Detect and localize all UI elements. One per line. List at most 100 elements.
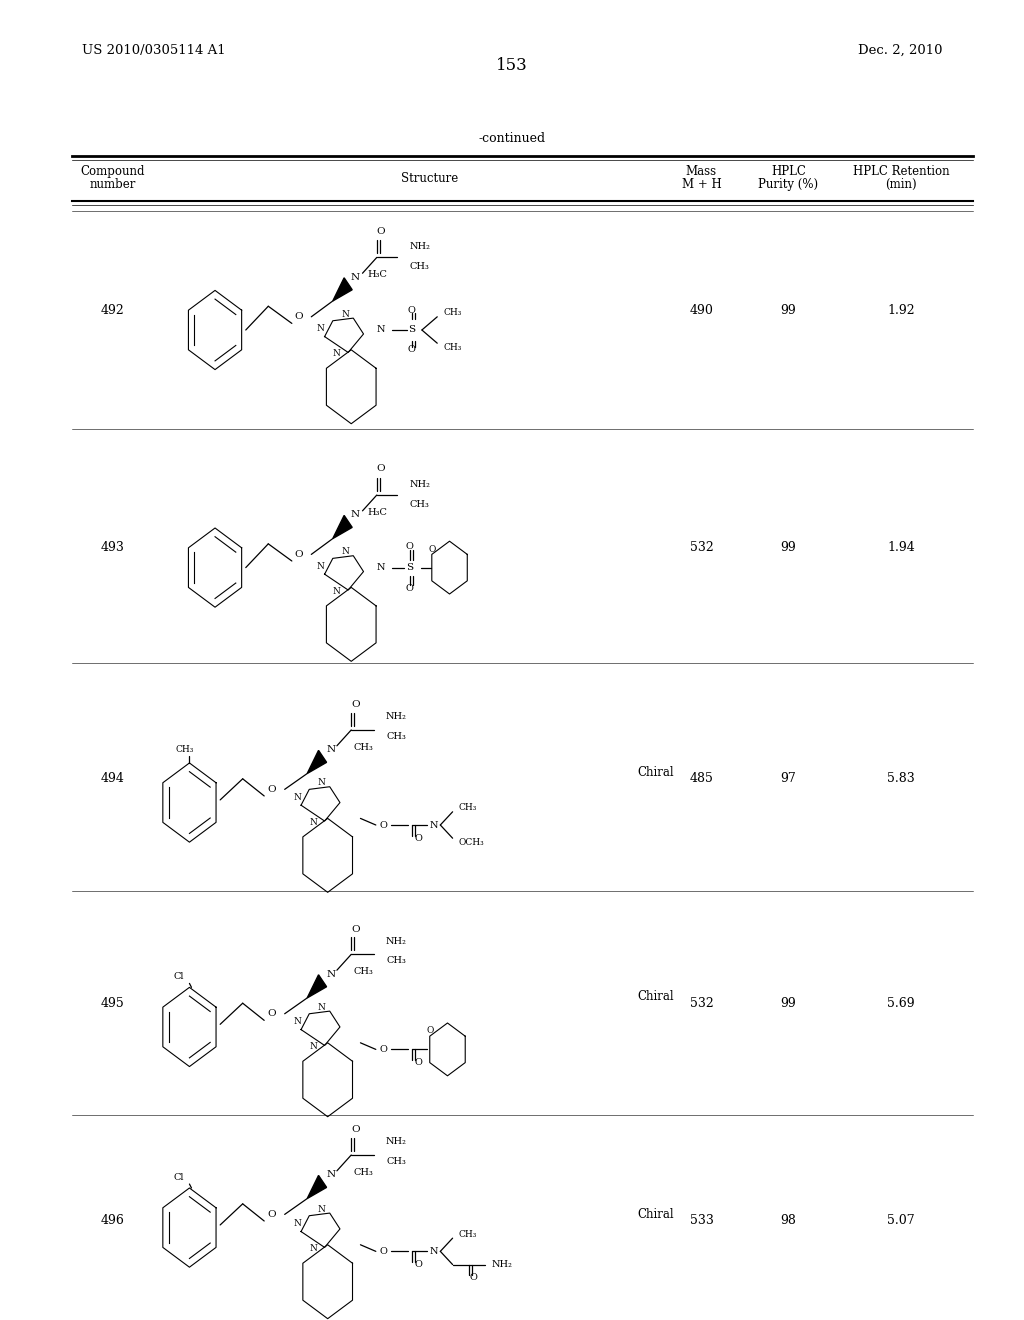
Text: N: N	[351, 511, 359, 519]
Text: O: O	[351, 1126, 359, 1134]
Text: O: O	[267, 1210, 275, 1218]
Text: N: N	[316, 325, 325, 333]
Polygon shape	[333, 515, 352, 539]
Text: CH₃: CH₃	[353, 968, 374, 975]
Text: N: N	[333, 350, 341, 358]
Text: N: N	[430, 821, 438, 829]
Polygon shape	[333, 277, 352, 301]
Text: OCH₃: OCH₃	[459, 838, 484, 846]
Text: 496: 496	[100, 1214, 125, 1228]
Text: H₃C: H₃C	[368, 508, 387, 516]
Text: CH₃: CH₃	[353, 1168, 374, 1176]
Text: 532: 532	[689, 997, 714, 1010]
Text: N: N	[309, 1043, 317, 1051]
Text: N: N	[293, 1018, 301, 1026]
Text: O: O	[406, 543, 414, 550]
Text: Chiral: Chiral	[637, 1208, 674, 1221]
Text: O: O	[415, 1059, 423, 1067]
Text: 97: 97	[780, 772, 797, 785]
Text: Cl: Cl	[174, 973, 184, 981]
Text: CH₃: CH₃	[386, 733, 406, 741]
Text: O: O	[426, 1027, 433, 1035]
Text: O: O	[377, 465, 385, 473]
Text: NH₂: NH₂	[386, 713, 407, 721]
Text: N: N	[333, 587, 341, 595]
Text: 532: 532	[689, 541, 714, 554]
Text: N: N	[317, 779, 326, 787]
Text: N: N	[327, 746, 335, 754]
Text: Chiral: Chiral	[637, 766, 674, 779]
Text: NH₂: NH₂	[492, 1261, 512, 1269]
Text: S: S	[407, 564, 413, 572]
Text: H₃C: H₃C	[368, 271, 387, 279]
Text: N: N	[377, 326, 385, 334]
Text: 5.83: 5.83	[887, 772, 915, 785]
Text: (min): (min)	[886, 178, 916, 191]
Text: 494: 494	[100, 772, 125, 785]
Text: CH₃: CH₃	[459, 804, 477, 812]
Text: CH₃: CH₃	[459, 1230, 477, 1238]
Text: Structure: Structure	[401, 172, 459, 185]
Text: O: O	[379, 1045, 387, 1053]
Text: HPLC: HPLC	[771, 165, 806, 178]
Text: 485: 485	[689, 772, 714, 785]
Text: O: O	[351, 925, 359, 933]
Text: NH₂: NH₂	[410, 243, 430, 251]
Text: 5.69: 5.69	[888, 997, 914, 1010]
Polygon shape	[307, 1175, 327, 1199]
Text: HPLC Retention: HPLC Retention	[853, 165, 949, 178]
Text: Dec. 2, 2010: Dec. 2, 2010	[857, 44, 942, 57]
Text: CH₃: CH₃	[386, 1158, 406, 1166]
Text: O: O	[295, 313, 303, 321]
Text: 153: 153	[496, 58, 528, 74]
Text: N: N	[327, 1171, 335, 1179]
Text: NH₂: NH₂	[386, 937, 407, 945]
Text: N: N	[341, 310, 349, 318]
Text: S: S	[409, 326, 415, 334]
Text: CH₃: CH₃	[410, 500, 429, 508]
Text: Cl: Cl	[174, 1173, 184, 1181]
Text: O: O	[267, 1010, 275, 1018]
Text: CH₃: CH₃	[386, 957, 406, 965]
Text: N: N	[316, 562, 325, 570]
Text: NH₂: NH₂	[410, 480, 430, 488]
Text: 99: 99	[780, 997, 797, 1010]
Polygon shape	[307, 974, 327, 998]
Text: CH₃: CH₃	[353, 743, 374, 751]
Text: -continued: -continued	[478, 132, 546, 145]
Text: CH₃: CH₃	[443, 309, 462, 317]
Text: O: O	[406, 585, 414, 593]
Text: N: N	[430, 1247, 438, 1255]
Text: O: O	[408, 346, 416, 354]
Text: N: N	[309, 1245, 317, 1253]
Text: O: O	[377, 227, 385, 235]
Text: O: O	[428, 545, 435, 553]
Text: US 2010/0305114 A1: US 2010/0305114 A1	[82, 44, 225, 57]
Text: O: O	[408, 306, 416, 314]
Text: M + H: M + H	[682, 178, 721, 191]
Text: O: O	[267, 785, 275, 793]
Text: 98: 98	[780, 1214, 797, 1228]
Text: NH₂: NH₂	[386, 1138, 407, 1146]
Text: 99: 99	[780, 304, 797, 317]
Text: O: O	[379, 1247, 387, 1255]
Text: Chiral: Chiral	[637, 990, 674, 1003]
Text: Mass: Mass	[686, 165, 717, 178]
Text: N: N	[317, 1205, 326, 1213]
Text: N: N	[317, 1003, 326, 1011]
Text: N: N	[293, 1220, 301, 1228]
Text: O: O	[295, 550, 303, 558]
Text: O: O	[415, 1261, 423, 1269]
Text: 493: 493	[100, 541, 125, 554]
Text: O: O	[415, 834, 423, 842]
Text: N: N	[293, 793, 301, 801]
Text: Purity (%): Purity (%)	[759, 178, 818, 191]
Text: 533: 533	[689, 1214, 714, 1228]
Text: O: O	[469, 1274, 477, 1282]
Text: 495: 495	[100, 997, 125, 1010]
Text: Compound: Compound	[81, 165, 144, 178]
Polygon shape	[307, 750, 327, 774]
Text: 5.07: 5.07	[888, 1214, 914, 1228]
Text: O: O	[379, 821, 387, 829]
Text: 1.92: 1.92	[888, 304, 914, 317]
